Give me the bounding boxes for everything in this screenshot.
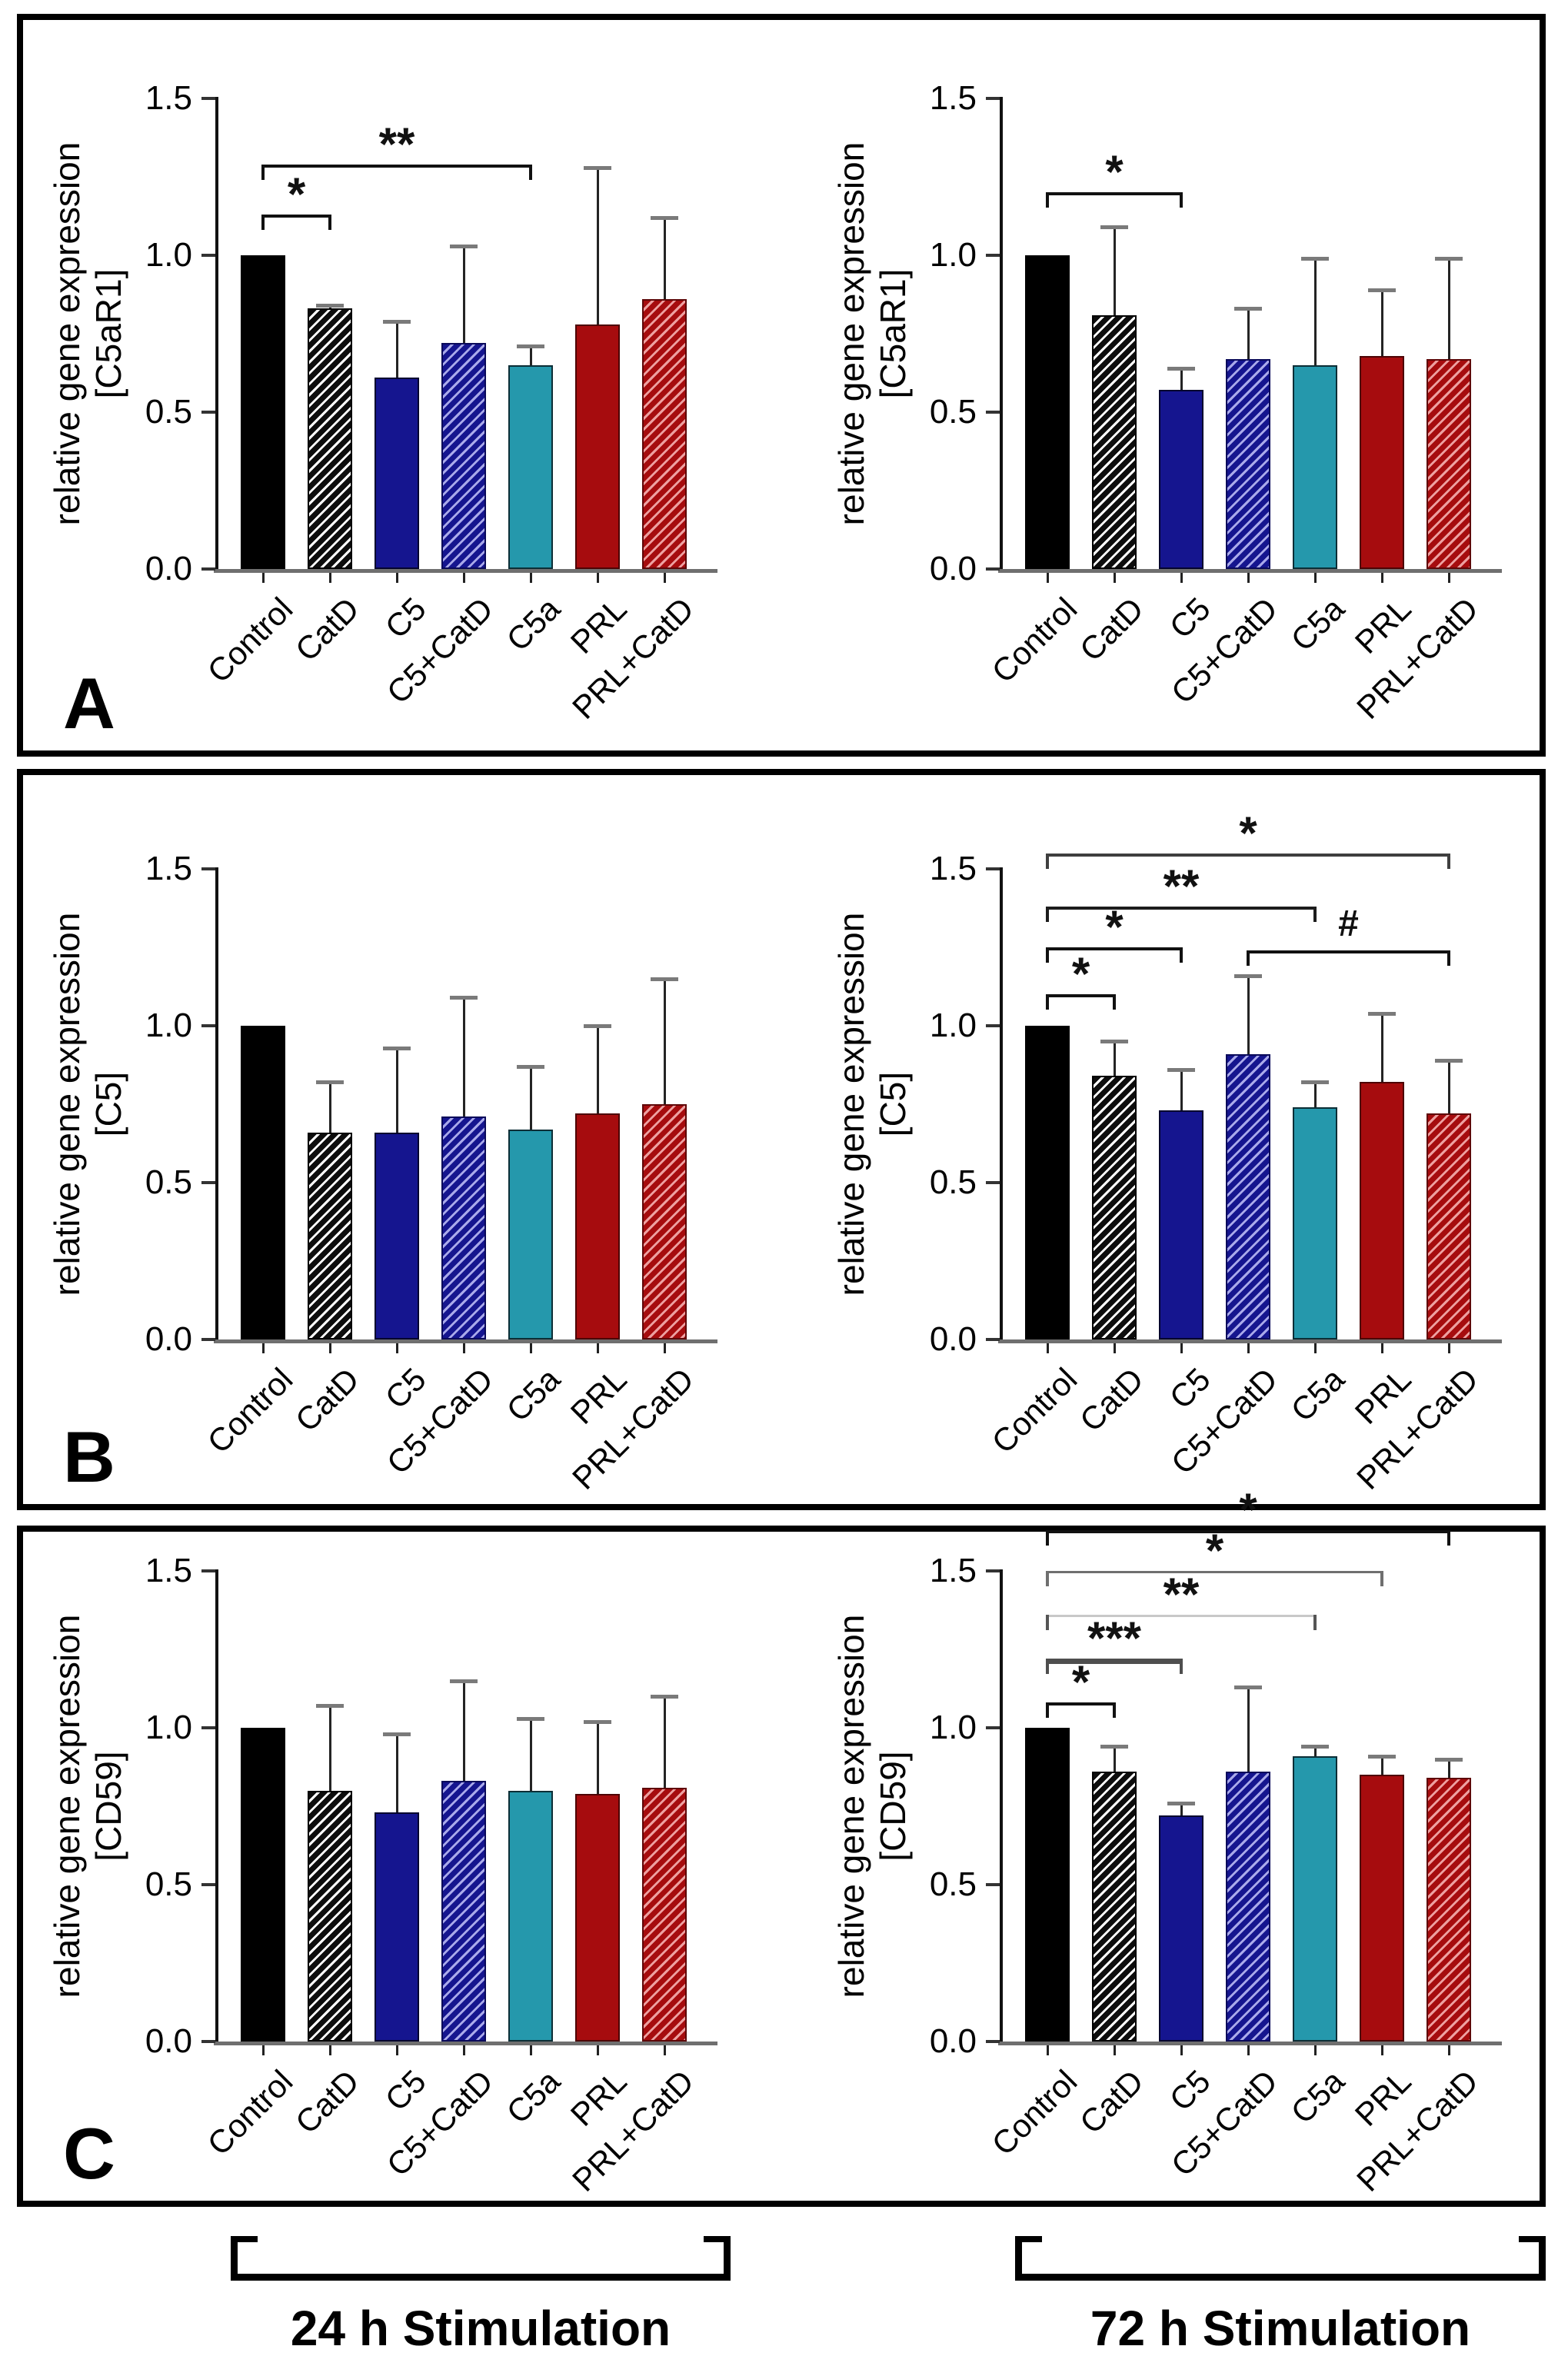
panel-b: B: [17, 769, 1546, 1510]
panel-letter-b: B: [63, 1416, 115, 1497]
panel-letter-c: C: [63, 2113, 115, 2194]
group-bracket-72h: [1015, 2236, 1546, 2281]
panel-c: C: [17, 1526, 1546, 2207]
group-bracket-24h: [231, 2236, 731, 2281]
panel-a: A: [17, 14, 1546, 757]
group-label-24h: 24 h Stimulation: [290, 2301, 671, 2356]
panel-letter-a: A: [63, 663, 115, 744]
group-label-72h: 72 h Stimulation: [1090, 2301, 1471, 2356]
